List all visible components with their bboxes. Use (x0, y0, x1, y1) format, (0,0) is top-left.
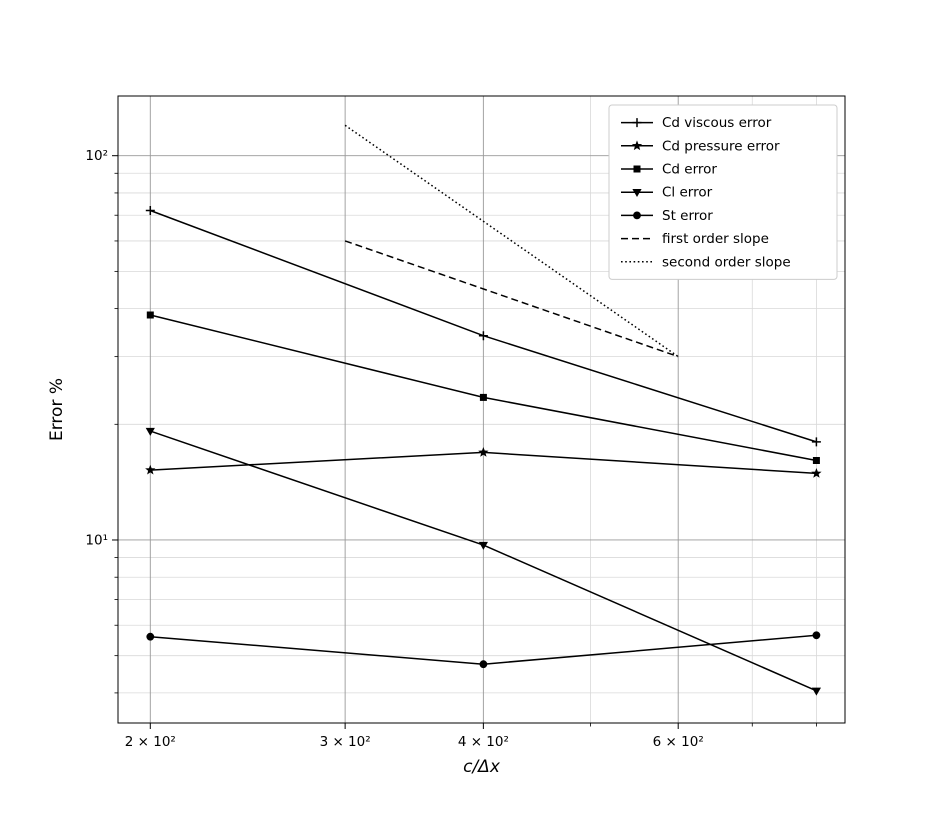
legend-label: St error (662, 208, 713, 224)
star-marker-icon (631, 140, 643, 151)
legend-item: Cd error (621, 162, 717, 178)
legend-label: Cl error (662, 185, 713, 201)
square-marker-icon (633, 165, 641, 173)
legend-box (608, 104, 838, 280)
star-marker-icon (811, 468, 822, 478)
plus-marker-icon (478, 331, 488, 341)
square-marker-icon (479, 393, 487, 401)
legend-label: Cd error (662, 162, 717, 178)
triangle-down-marker-icon (145, 427, 155, 436)
square-marker-icon (812, 457, 820, 464)
star-marker-icon (478, 447, 489, 457)
legend-item: Cd viscous error (621, 115, 772, 131)
plus-marker-icon (145, 206, 155, 215)
x-tick-label: 4 × 10² (458, 734, 509, 750)
plus-marker-icon (632, 118, 642, 128)
circle-marker-icon (812, 631, 821, 640)
series-line (344, 124, 679, 358)
legend-item: Cd pressure error (621, 138, 780, 154)
x-axis-label: c/Δx (463, 757, 501, 777)
plus-marker-icon (811, 437, 821, 447)
square-marker-icon (146, 311, 154, 319)
legend-item: second order slope (621, 254, 791, 270)
axes-border (117, 95, 846, 724)
y-tick-label: 10¹ (85, 532, 108, 548)
legend-label: Cd pressure error (662, 138, 780, 154)
legend-label: second order slope (662, 254, 791, 270)
circle-marker-icon (633, 211, 641, 220)
x-tick-label: 6 × 10² (653, 734, 704, 750)
triangle-down-marker-icon (632, 189, 642, 197)
legend-label: Cd viscous error (662, 115, 772, 131)
legend-item: first order slope (621, 231, 769, 247)
circle-marker-icon (146, 632, 155, 641)
legend: Cd viscous error Cd pressure error Cd erro… (608, 104, 838, 280)
x-tick-label: 3 × 10² (320, 734, 371, 750)
legend-label: first order slope (662, 231, 769, 247)
series-line (344, 240, 679, 358)
legend-item: Cl error (621, 185, 713, 201)
circle-marker-icon (479, 660, 488, 669)
y-tick-label: 10² (85, 148, 108, 164)
y-axis-label: Error % (47, 378, 67, 441)
star-marker-icon (145, 464, 156, 475)
triangle-down-marker-icon (811, 687, 821, 696)
legend-item: St error (621, 208, 713, 224)
x-tick-label: 2 × 10² (125, 734, 176, 750)
triangle-down-marker-icon (478, 541, 488, 550)
